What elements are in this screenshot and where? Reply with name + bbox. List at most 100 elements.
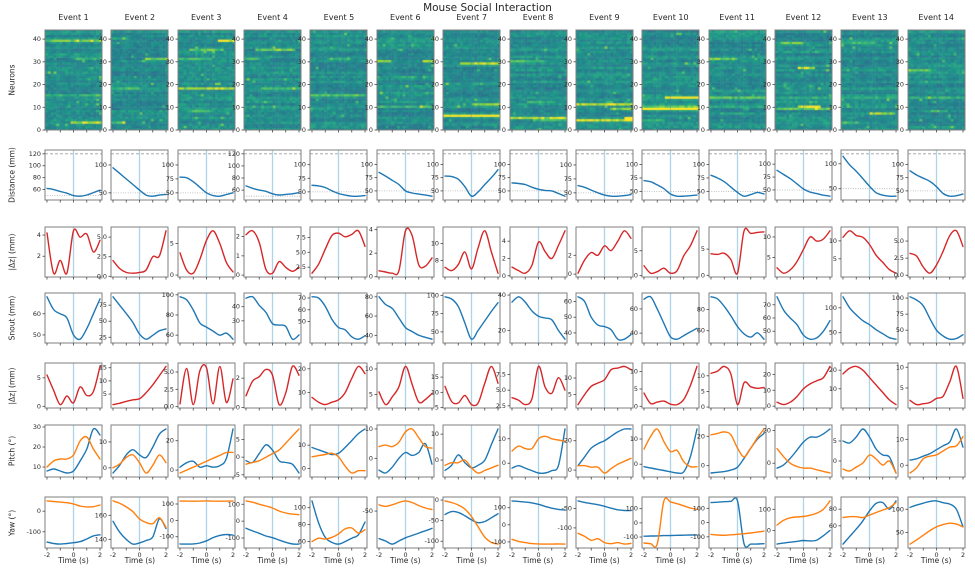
yaw-plot-event-4: 100 0 -100 -2 0 2: [226, 496, 302, 559]
neurons-panel-event-3: 0 10 20 30 40: [160, 29, 236, 143]
distance-panel-event-5: 50 75 100: [292, 149, 368, 213]
neurons-panel-event-13: 0 10 20 30 40: [823, 29, 899, 143]
svg-text:20: 20: [829, 366, 837, 374]
svg-text:75: 75: [497, 174, 505, 182]
svg-text:40: 40: [763, 35, 771, 43]
neural-activity-heatmap-event-12: [774, 30, 832, 130]
snout-plot-event-10: 40 60: [630, 292, 700, 346]
svg-text:-100: -100: [557, 524, 572, 532]
svg-text:0: 0: [501, 272, 505, 280]
svg-text:10: 10: [365, 103, 373, 111]
svg-text:2: 2: [297, 551, 301, 559]
svg-text:10: 10: [33, 103, 41, 111]
svg-text:0: 0: [634, 402, 638, 410]
svg-text:20: 20: [896, 81, 904, 89]
svg-text:100: 100: [294, 161, 306, 169]
svg-text:2: 2: [568, 251, 572, 259]
svg-text:100: 100: [361, 160, 373, 168]
neural-activity-heatmap-event-1: [45, 30, 102, 130]
svg-text:50: 50: [896, 528, 904, 536]
svg-text:5: 5: [634, 247, 638, 255]
svg-text:10: 10: [298, 441, 306, 449]
svg-text:-50: -50: [429, 517, 439, 525]
svg-text:0: 0: [735, 551, 739, 559]
svg-text:50: 50: [431, 187, 439, 195]
svg-text:75: 75: [431, 310, 439, 318]
svg-text:0: 0: [701, 126, 705, 134]
svg-text:50: 50: [564, 189, 572, 197]
pitch-panel-event-9: 0 20: [558, 424, 634, 490]
svg-text:75: 75: [696, 174, 704, 182]
svg-text:10: 10: [497, 435, 505, 443]
event-title: Event 4: [257, 13, 288, 22]
dz_snout-plot-event-5: 10 20: [298, 362, 368, 411]
svg-text:15: 15: [431, 373, 439, 381]
svg-text:5.0: 5.0: [296, 248, 306, 256]
pitch-plot-event-10: 0 10: [630, 424, 700, 480]
svg-text:10: 10: [630, 368, 638, 376]
yaw-plot-event-8: 100 0 -100-2 0 2: [491, 496, 568, 559]
svg-text:60: 60: [298, 538, 306, 546]
svg-text:0: 0: [103, 464, 107, 472]
y-axis-label-dz_distance: |Δz| (mm): [7, 233, 17, 271]
svg-text:100: 100: [162, 500, 174, 508]
pitch-plot-event-3: 0 20: [166, 424, 236, 480]
svg-text:120: 120: [29, 150, 41, 158]
distance-panel-event-14: 50 75 100: [890, 149, 966, 213]
svg-text:-2: -2: [177, 551, 183, 559]
pitch-plot-event-4: -5 0 5: [234, 424, 302, 480]
svg-text:100: 100: [891, 505, 903, 513]
svg-text:4: 4: [37, 231, 41, 239]
svg-text:-100: -100: [159, 533, 174, 541]
svg-text:0: 0: [701, 519, 705, 527]
svg-text:20: 20: [166, 437, 174, 445]
svg-text:30: 30: [33, 58, 41, 66]
svg-text:0: 0: [701, 462, 705, 470]
dz_snout-panel-event-12: 0 10 20: [757, 362, 833, 421]
svg-text:20: 20: [33, 443, 41, 451]
svg-text:100: 100: [626, 161, 638, 169]
svg-text:15: 15: [99, 364, 107, 372]
x-axis-label: Time (s): [721, 556, 753, 565]
event-title: Event 7: [456, 13, 487, 22]
snout-plot-event-7: 50 75 100: [427, 291, 501, 346]
svg-text:10: 10: [99, 103, 107, 111]
dz_distance-panel-event-12: 5 10: [757, 226, 833, 290]
svg-text:10: 10: [829, 103, 837, 111]
svg-text:10: 10: [365, 425, 373, 433]
svg-text:2.5: 2.5: [296, 263, 306, 271]
dz_distance-plot-event-13: 5 10: [829, 226, 899, 280]
x-axis-label: Time (s): [920, 556, 952, 565]
yaw-panel-event-6: -50 -2 0 2: [359, 496, 435, 561]
svg-text:2.5: 2.5: [164, 385, 174, 393]
svg-text:50: 50: [630, 187, 638, 195]
svg-text:50: 50: [696, 187, 704, 195]
svg-text:0: 0: [833, 457, 837, 465]
svg-text:0.0: 0.0: [894, 271, 904, 279]
svg-text:4: 4: [501, 237, 505, 245]
svg-text:30: 30: [33, 423, 41, 431]
yaw-panel-event-12: 0 100 -2 0 2: [757, 496, 833, 561]
svg-text:20: 20: [763, 370, 771, 378]
pitch-plot-event-8: 0 10: [497, 424, 568, 480]
neurons-panel-event-14: 0 10 20 30 40: [890, 29, 966, 143]
svg-text:0: 0: [369, 454, 373, 462]
distance-panel-event-6: 50 75 100: [359, 149, 435, 213]
svg-text:10: 10: [431, 240, 439, 248]
svg-text:80: 80: [365, 293, 373, 301]
x-axis-label: Time (s): [589, 556, 620, 565]
x-axis-label: Time (s): [655, 556, 686, 565]
svg-text:8: 8: [435, 256, 439, 264]
svg-text:5: 5: [236, 436, 240, 444]
svg-text:30: 30: [232, 58, 240, 66]
distance-plot-event-2: 50 100: [95, 149, 169, 203]
svg-text:50: 50: [99, 317, 107, 325]
svg-text:50: 50: [564, 313, 572, 321]
svg-text:0: 0: [568, 466, 572, 474]
dz_distance-plot-event-10: 05: [634, 226, 700, 280]
neurons-plot-event-3: 0 10 20 30 40: [166, 29, 236, 134]
svg-text:0: 0: [634, 519, 638, 527]
svg-text:-2: -2: [110, 551, 116, 559]
svg-text:30: 30: [166, 58, 174, 66]
